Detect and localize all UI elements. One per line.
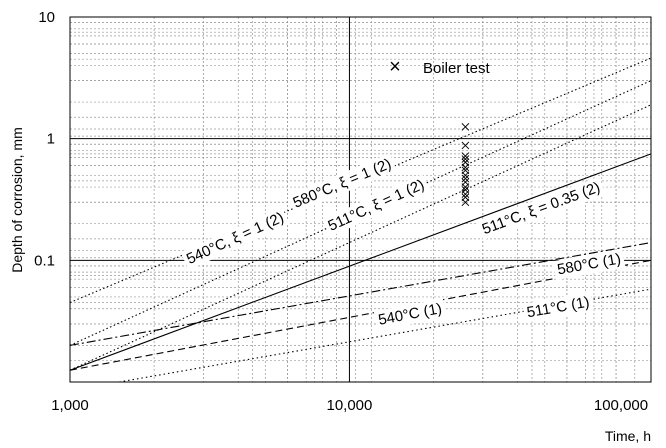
curve-label-background (552, 249, 626, 280)
y-axis-label: Depth of corrosion, mm (9, 127, 25, 273)
series-line-1 (69, 57, 652, 304)
curve-label-background (373, 298, 447, 331)
x-tick-label: 10,000 (326, 397, 372, 414)
curve-label: 580°C (1) (556, 251, 622, 279)
curve-label-group: 580°C (1) (552, 249, 626, 280)
curve-label-group: 511°C, ξ = 0.35 (2) (476, 176, 606, 241)
y-tick-label: 0.1 (34, 252, 55, 269)
curve-label-background (522, 292, 594, 323)
curve-label-background (476, 176, 606, 241)
x-axis-label: Time, h (605, 428, 651, 444)
curve-label-background (287, 153, 397, 214)
scatter-point (461, 152, 470, 160)
tick-label-layer: 1,000 10,000 100,000 10 1 0.1 (34, 9, 648, 414)
scatter-point (461, 183, 470, 191)
grid-major (69, 16, 652, 383)
plot-frame (69, 16, 652, 383)
curve-label: 511°C (1) (525, 294, 590, 322)
curve-label: 540°C, ξ = 1 (2) (184, 209, 286, 268)
legend-label: Boiler test (423, 60, 491, 77)
scatter-layer (461, 123, 470, 207)
curve-label-background (180, 206, 290, 271)
series-layer (69, 57, 652, 383)
scatter-point (461, 190, 470, 198)
series-line-2 (69, 80, 652, 346)
series-line-4 (69, 153, 652, 371)
scatter-point (461, 171, 470, 180)
scatter-point (461, 155, 470, 163)
x-tick-label: 100,000 (594, 397, 648, 414)
series-line-5 (69, 242, 652, 346)
scatter-point (461, 123, 470, 131)
scatter-point (461, 198, 470, 207)
scatter-point (461, 174, 470, 183)
curve-label-group: 540°C (1) (373, 298, 447, 331)
legend-marker-x-icon: × (389, 56, 401, 78)
x-tick-label: 1,000 (51, 397, 89, 414)
series-line-3 (69, 104, 652, 371)
y-tick-label: 1 (47, 131, 55, 148)
curve-label: 511°C, ξ = 0.35 (2) (480, 179, 603, 238)
scatter-point (461, 141, 470, 150)
curve-label-background (322, 174, 431, 237)
curve-label: 540°C (1) (377, 300, 443, 329)
legend: × Boiler test (389, 56, 490, 78)
scatter-point (461, 163, 470, 172)
y-tick-label: 10 (38, 9, 55, 26)
